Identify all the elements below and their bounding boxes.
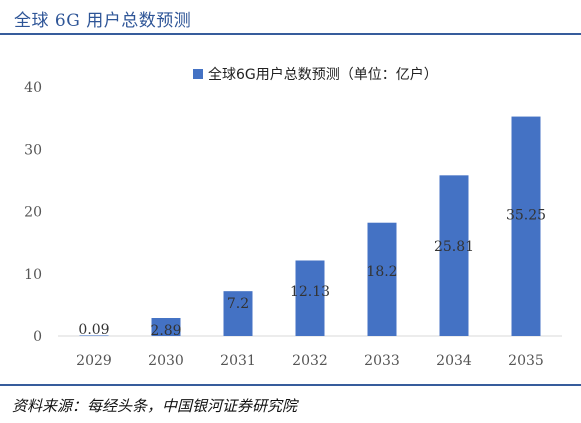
bar-series	[79, 116, 541, 336]
y-axis: 0 10 20 30 40	[24, 80, 42, 345]
data-label: 18.2	[366, 264, 397, 280]
data-label: 25.81	[434, 239, 474, 255]
y-tick-label: 10	[24, 267, 42, 283]
bar	[295, 260, 325, 336]
y-tick-label: 0	[33, 329, 42, 345]
data-label: 12.13	[290, 284, 330, 300]
legend-swatch	[193, 69, 203, 79]
y-tick-label: 20	[24, 205, 42, 221]
y-tick-label: 30	[24, 142, 42, 158]
source-note: 资料来源：每经头条，中国银河证券研究院	[12, 397, 298, 415]
data-label: 7.2	[227, 296, 249, 312]
data-label: 2.89	[150, 323, 181, 339]
y-tick-label: 40	[24, 80, 42, 96]
x-tick-label: 2033	[364, 353, 400, 369]
data-label: 0.09	[78, 322, 109, 338]
x-axis: 2029 2030 2031 2032 2033 2034 2035	[76, 353, 544, 369]
x-tick-label: 2029	[76, 353, 112, 369]
x-tick-label: 2034	[436, 353, 472, 369]
x-tick-label: 2032	[292, 353, 328, 369]
top-divider	[0, 33, 581, 35]
bar	[151, 318, 181, 336]
bottom-divider	[0, 384, 581, 386]
bar	[223, 291, 253, 336]
data-labels: 0.09 2.89 7.2 12.13 18.2 25.81 35.25	[78, 208, 546, 339]
x-tick-label: 2030	[148, 353, 184, 369]
chart-legend: 全球6G用户总数预测（单位：亿户）	[193, 66, 438, 83]
bar	[367, 222, 397, 336]
legend-label: 全球6G用户总数预测（单位：亿户）	[208, 66, 438, 83]
bar	[79, 335, 109, 336]
x-tick-label: 2035	[508, 353, 544, 369]
bar	[439, 175, 469, 336]
x-tick-label: 2031	[220, 353, 256, 369]
data-label: 35.25	[506, 208, 546, 224]
bar	[511, 116, 541, 336]
chart-header-title: 全球 6G 用户总数预测	[14, 11, 192, 31]
